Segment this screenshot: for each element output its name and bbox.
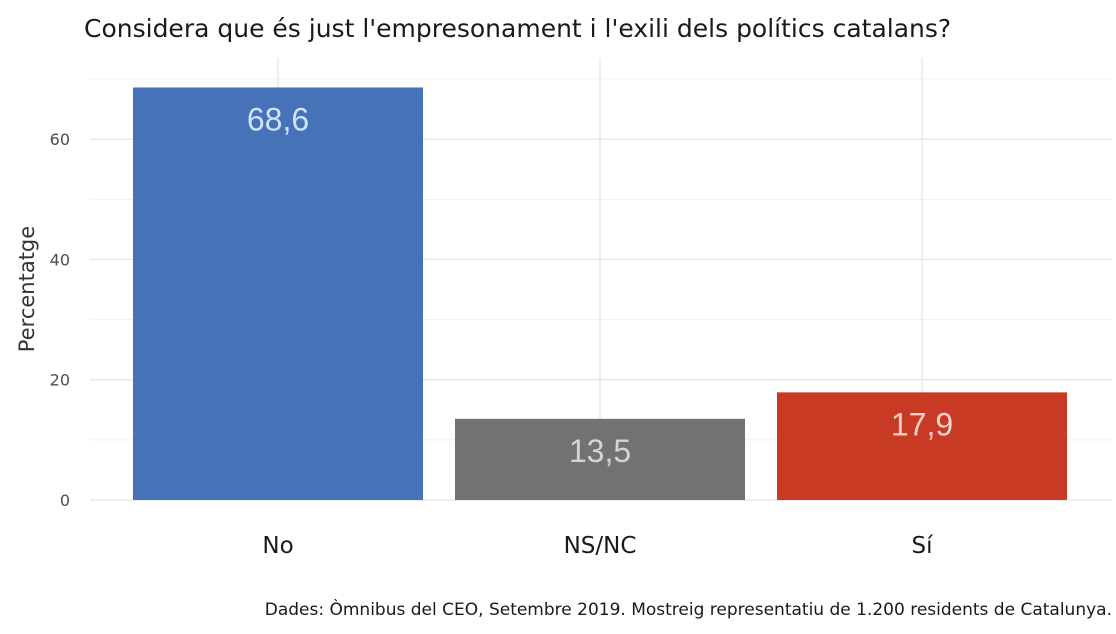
bars: 68,6 13,5 17,9 (133, 87, 1067, 500)
x-tick-label: No (262, 533, 293, 559)
chart-title: Considera que és just l'empresonament i … (84, 14, 951, 43)
bar-1 (455, 418, 745, 500)
bar-2 (777, 392, 1067, 500)
chart-caption: Dades: Òmnibus del CEO, Setembre 2019. M… (265, 598, 1112, 620)
data-label: 68,6 (247, 101, 309, 137)
y-tick-label: 0 (60, 491, 70, 510)
y-axis-ticks: 0 20 40 60 (50, 130, 70, 510)
y-tick-label: 40 (50, 250, 70, 269)
x-axis-ticks: No NS/NC Sí (262, 533, 933, 559)
y-tick-label: 60 (50, 130, 70, 149)
y-tick-label: 20 (50, 371, 70, 390)
data-label: 13,5 (569, 433, 631, 469)
data-label: 17,9 (891, 406, 953, 442)
bar-0 (133, 87, 423, 500)
y-axis-label: Percentatge (15, 226, 39, 352)
x-tick-label: Sí (912, 533, 934, 559)
x-tick-label: NS/NC (564, 533, 637, 559)
